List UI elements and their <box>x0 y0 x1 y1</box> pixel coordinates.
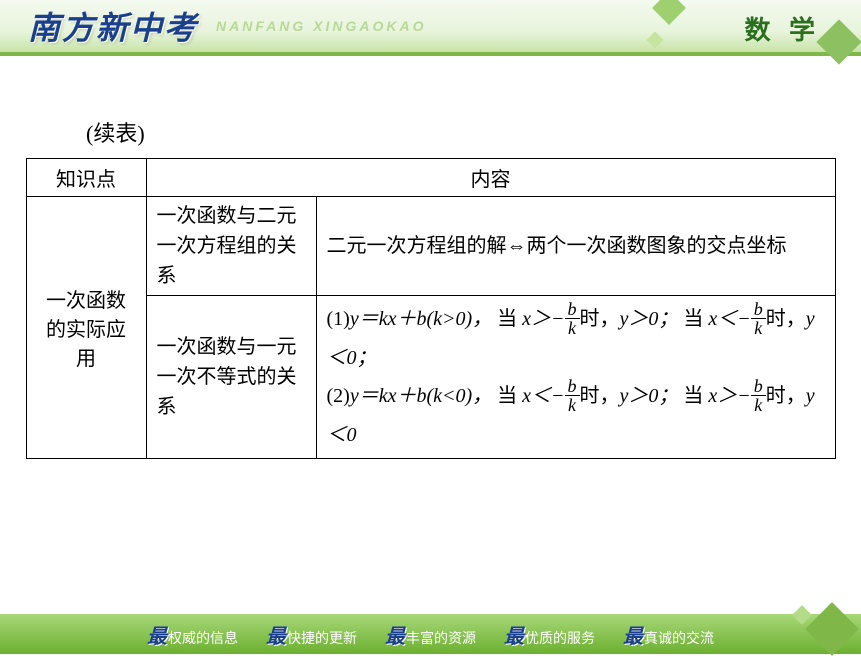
fraction: bk <box>565 377 580 414</box>
header-subject: 数 学 <box>744 10 821 47</box>
fraction: bk <box>751 300 766 337</box>
footer-t: 优质的服务 <box>525 630 595 646</box>
cube-icon <box>647 32 664 49</box>
math: x＜− <box>708 308 750 330</box>
footer-item: 最丰富的资源 <box>385 620 476 649</box>
fraction: bk <box>751 377 766 414</box>
denom: k <box>751 396 766 414</box>
footer-b: 最 <box>147 626 167 648</box>
cube-icon <box>805 602 859 656</box>
continued-label: (续表) <box>86 116 843 148</box>
denom: k <box>565 319 580 337</box>
math: x＞− <box>708 385 750 407</box>
table-row: 一次函数与一元一次不等式的关系 (1)y＝kx＋b(k>0)， 当 x＞−bk时… <box>26 296 835 459</box>
text: 当 <box>497 308 522 330</box>
header-title: 南方新中考 <box>28 3 198 49</box>
knowledge-table: 知识点 内容 一次函数的实际应用 一次函数与二元一次方程组的关系 二元一次方程组… <box>26 158 836 459</box>
text: (2) <box>327 385 350 407</box>
math: x＜− <box>522 385 564 407</box>
text: (1) <box>327 308 350 330</box>
text: 时， <box>766 308 806 330</box>
fraction: bk <box>565 300 580 337</box>
footer-t: 真诚的交流 <box>644 630 714 646</box>
footer-b: 最 <box>504 626 524 648</box>
table-row: 一次函数的实际应用 一次函数与二元一次方程组的关系 二元一次方程组的解⇔两个一次… <box>26 197 835 296</box>
footer-b: 最 <box>266 626 286 648</box>
table-head-row: 知识点 内容 <box>26 159 835 197</box>
math: y＞0； <box>620 385 679 407</box>
th-topic: 知识点 <box>26 159 146 197</box>
denom: k <box>565 396 580 414</box>
footer-b: 最 <box>385 626 405 648</box>
footer-item: 最优质的服务 <box>504 620 595 649</box>
math: y＞0； <box>620 308 679 330</box>
footer-t: 权威的信息 <box>168 630 238 646</box>
numer: b <box>565 377 580 396</box>
text: 当 <box>683 385 708 407</box>
text: 当 <box>497 385 522 407</box>
header-subtitle: NANFANG XINGAOKAO <box>216 18 426 34</box>
footer-item: 最快捷的更新 <box>266 620 357 649</box>
text: 时， <box>766 385 806 407</box>
numer: b <box>565 300 580 319</box>
math-eq: y＝kx＋b(k<0)， <box>350 385 492 407</box>
cell-detail: 二元一次方程组的解⇔两个一次函数图象的交点坐标 <box>316 197 835 296</box>
th-content: 内容 <box>146 159 835 197</box>
footer-t: 快捷的更新 <box>287 630 357 646</box>
text: 时， <box>580 385 620 407</box>
content-area: (续表) 知识点 内容 一次函数的实际应用 一次函数与二元一次方程组的关系 二元… <box>0 56 861 459</box>
numer: b <box>751 300 766 319</box>
footer-item: 最真诚的交流 <box>623 620 714 649</box>
denom: k <box>751 319 766 337</box>
header-bar: 南方新中考 NANFANG XINGAOKAO 数 学 <box>0 0 861 56</box>
cell-subtopic: 一次函数与一元一次不等式的关系 <box>146 296 316 459</box>
cube-icon <box>652 0 686 25</box>
cell-subtopic: 一次函数与二元一次方程组的关系 <box>146 197 316 296</box>
footer-item: 最权威的信息 <box>147 620 238 649</box>
cell-detail-math: (1)y＝kx＋b(k>0)， 当 x＞−bk时，y＞0； 当 x＜−bk时，y… <box>316 296 835 459</box>
footer-bar: 最权威的信息 最快捷的更新 最丰富的资源 最优质的服务 最真诚的交流 <box>0 614 861 654</box>
cell-topic: 一次函数的实际应用 <box>26 197 146 459</box>
math: x＞− <box>522 308 564 330</box>
cube-icon <box>792 605 812 625</box>
footer-t: 丰富的资源 <box>406 630 476 646</box>
text: 当 <box>683 308 708 330</box>
text: 时， <box>580 308 620 330</box>
footer-b: 最 <box>623 626 643 648</box>
numer: b <box>751 377 766 396</box>
math-eq: y＝kx＋b(k>0)， <box>350 308 492 330</box>
